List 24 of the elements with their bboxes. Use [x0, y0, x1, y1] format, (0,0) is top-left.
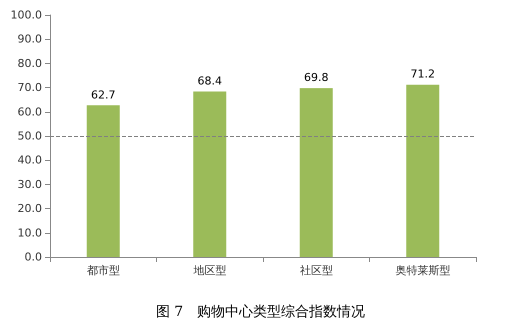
y-tick-label: 90.0 [18, 32, 42, 46]
data-label: 62.7 [91, 88, 116, 102]
y-tick-label: 100.0 [10, 8, 42, 22]
x-tick-label: 社区型 [300, 264, 333, 277]
y-tick-label: 40.0 [18, 154, 42, 167]
y-tick-label: 0.0 [24, 250, 42, 264]
y-tick-label: 70.0 [18, 81, 42, 94]
y-tick-label: 30.0 [18, 178, 42, 191]
y-tick-label: 50.0 [18, 130, 42, 142]
x-tick-label: 地区型 [192, 264, 226, 277]
y-tick-label: 80.0 [18, 56, 42, 70]
x-tick-label: 奥特莱斯型 [395, 264, 450, 277]
bar [86, 105, 120, 257]
y-tick-label: 60.0 [18, 105, 42, 118]
data-label: 69.8 [304, 71, 328, 84]
text: 图 7 购物中心类型综合指数情况 [156, 304, 366, 320]
bar [300, 88, 333, 257]
y-tick-label: 10.0 [18, 226, 42, 240]
bar [193, 91, 226, 257]
data-label: 68.4 [198, 74, 222, 88]
bar [406, 84, 440, 257]
y-tick-label: 20.0 [18, 202, 42, 216]
data-label: 71.2 [410, 68, 435, 81]
x-tick-label: 都市型 [86, 264, 120, 277]
